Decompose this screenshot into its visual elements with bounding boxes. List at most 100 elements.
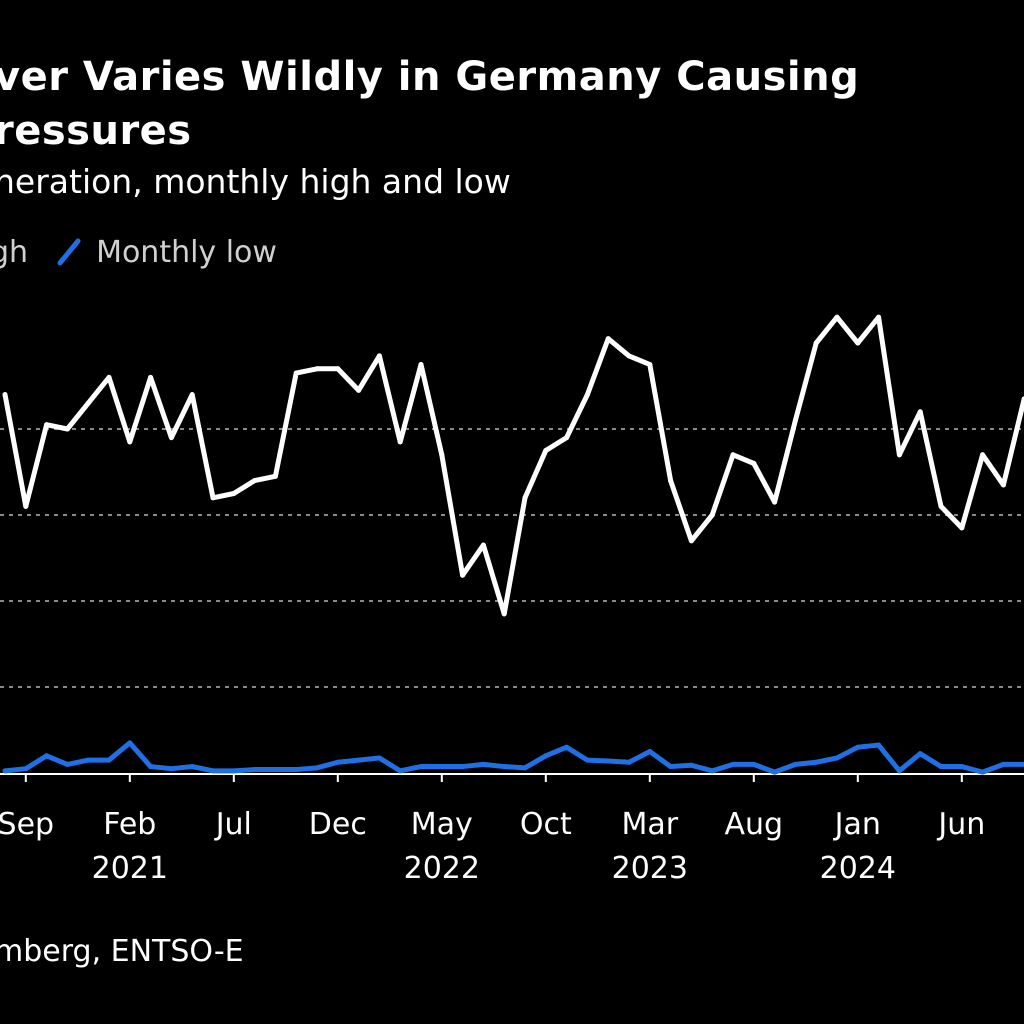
- source-note: mberg, ENTSO-E: [0, 934, 244, 969]
- data-point-high-26: [543, 448, 549, 453]
- data-point-low-17: [356, 757, 362, 763]
- data-point-low-42: [876, 742, 882, 748]
- legend-swatch-low-icon: [57, 238, 81, 266]
- x-tick-label-sep: Sep: [0, 807, 54, 842]
- legend-item-low: Monthly low: [28, 235, 277, 270]
- data-point-high-11: [231, 491, 237, 496]
- data-point-low-40: [834, 755, 840, 761]
- data-point-low-25: [522, 765, 528, 771]
- data-point-high-49: [1021, 396, 1024, 402]
- data-point-low-15: [314, 765, 320, 771]
- data-point-low-29: [605, 758, 611, 764]
- data-point-low-4: [85, 757, 91, 763]
- data-point-low-49: [1021, 761, 1024, 767]
- data-point-high-31: [647, 362, 653, 367]
- data-point-low-16: [335, 759, 341, 765]
- x-tick-label-mar: Mar: [621, 807, 678, 842]
- data-point-high-22: [460, 572, 466, 578]
- x-tick-label-aug: Aug: [725, 807, 784, 842]
- x-year-label-2023: 2023: [612, 851, 688, 886]
- data-point-high-17: [356, 387, 362, 393]
- data-point-high-40: [834, 314, 840, 320]
- data-point-low-2: [44, 753, 50, 759]
- x-tick-label-dec: Dec: [309, 807, 367, 842]
- data-point-low-7: [148, 764, 154, 770]
- x-year-label-2022: 2022: [404, 851, 480, 886]
- data-point-high-30: [626, 353, 632, 359]
- data-point-high-42: [876, 314, 882, 320]
- data-point-low-31: [647, 749, 653, 754]
- data-point-high-34: [709, 512, 715, 518]
- data-point-low-44: [917, 751, 923, 757]
- data-point-high-15: [314, 366, 320, 372]
- data-point-low-33: [688, 762, 694, 768]
- data-point-high-44: [917, 409, 923, 415]
- data-point-low-23: [480, 761, 486, 767]
- x-tick-label-oct: Oct: [520, 807, 572, 842]
- data-point-low-35: [730, 761, 736, 767]
- data-point-low-20: [418, 764, 424, 770]
- data-point-high-28: [584, 392, 590, 398]
- data-point-high-18: [376, 353, 382, 359]
- legend-item-high: gh: [0, 235, 28, 270]
- data-point-high-43: [896, 452, 902, 458]
- data-point-low-14: [293, 767, 299, 773]
- data-point-high-21: [439, 452, 445, 458]
- data-point-low-0: [2, 768, 8, 774]
- data-point-low-36: [751, 761, 757, 767]
- data-point-high-29: [605, 336, 611, 342]
- data-point-low-13: [272, 767, 278, 773]
- data-point-high-12: [252, 478, 258, 484]
- data-point-high-25: [522, 495, 528, 501]
- data-point-low-45: [938, 764, 944, 770]
- data-point-high-45: [938, 503, 944, 509]
- x-tick-label-may: May: [411, 807, 473, 842]
- x-year-label-2024: 2024: [820, 851, 896, 886]
- data-point-low-48: [1000, 761, 1006, 767]
- data-point-low-8: [168, 766, 174, 772]
- data-point-high-1: [23, 503, 29, 509]
- data-point-high-38: [792, 417, 798, 423]
- data-point-low-26: [543, 753, 549, 759]
- data-point-low-27: [564, 744, 570, 750]
- data-point-high-35: [730, 452, 736, 458]
- data-point-high-0: [2, 392, 8, 398]
- x-tick-label-jan: Jan: [833, 807, 881, 842]
- chart-title-line-1: ver Varies Wildly in Germany Causing: [0, 54, 860, 100]
- data-point-low-9: [189, 764, 195, 770]
- data-point-low-38: [792, 761, 798, 767]
- data-point-high-16: [335, 366, 341, 372]
- data-point-low-41: [855, 744, 861, 750]
- x-tick-label-feb: Feb: [103, 807, 156, 842]
- chart-subtitle: neration, monthly high and low: [0, 162, 511, 201]
- data-point-high-37: [772, 499, 778, 505]
- series-line-monthly-low: [2, 740, 1024, 775]
- data-point-low-22: [460, 764, 466, 770]
- legend-label-high: gh: [0, 234, 29, 270]
- data-point-high-14: [293, 370, 299, 376]
- data-point-low-32: [668, 764, 674, 770]
- data-point-low-1: [23, 766, 29, 772]
- data-point-low-37: [772, 769, 778, 775]
- data-point-high-19: [397, 439, 403, 445]
- data-point-high-48: [1000, 482, 1006, 488]
- data-point-high-36: [751, 460, 757, 466]
- data-point-low-12: [252, 767, 258, 773]
- data-point-high-47: [980, 452, 986, 458]
- data-point-low-34: [709, 768, 715, 774]
- data-point-high-7: [148, 374, 154, 380]
- data-point-low-30: [626, 759, 632, 765]
- data-point-low-10: [210, 768, 216, 774]
- x-axis-ticks: Sep Feb 2021 Jul Dec May 2022 Oct Mar 2023 Aug Jan 2…: [0, 774, 985, 886]
- data-point-high-10: [210, 495, 216, 501]
- data-point-low-6: [127, 740, 133, 746]
- data-point-high-33: [688, 538, 694, 544]
- data-point-low-24: [501, 764, 507, 770]
- x-tick-label-jun: Jun: [936, 807, 985, 842]
- data-point-high-4: [85, 400, 91, 406]
- data-point-high-24: [501, 611, 507, 617]
- data-point-low-11: [231, 768, 237, 774]
- x-year-label-2021: 2021: [92, 851, 168, 886]
- data-point-high-41: [855, 340, 861, 346]
